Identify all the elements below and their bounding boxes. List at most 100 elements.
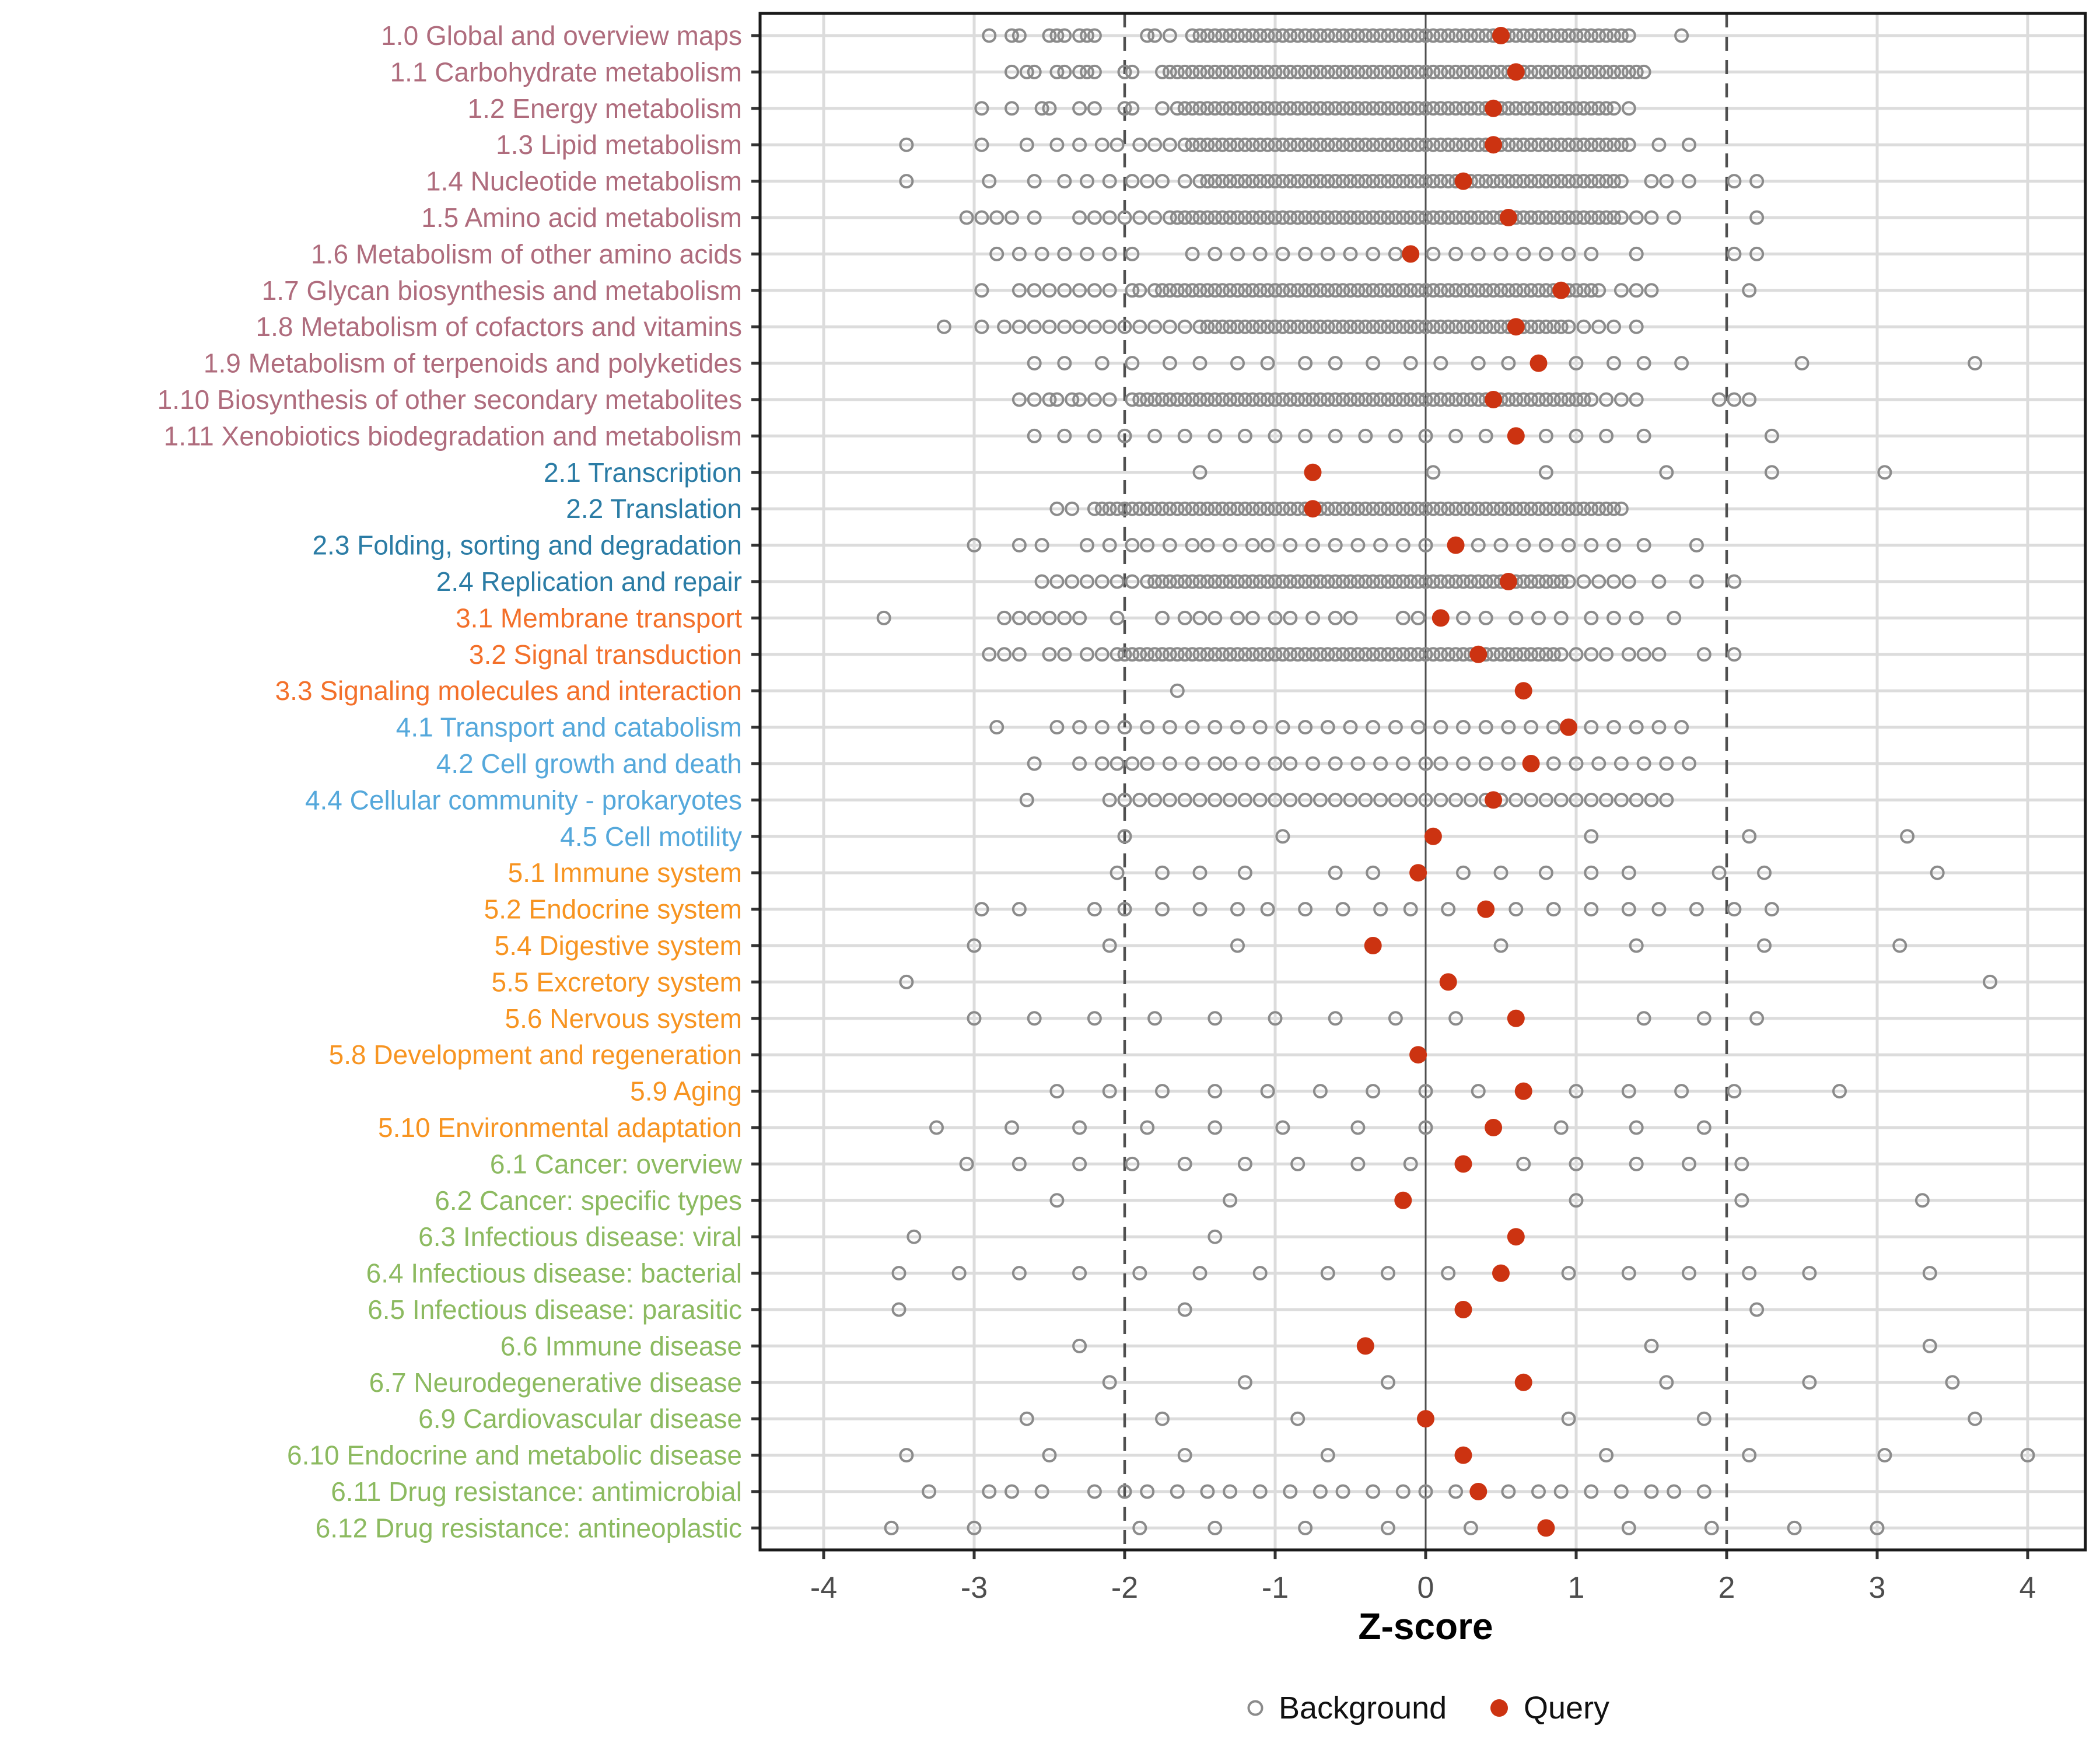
background-point [1252,137,1268,152]
background-point [1538,64,1553,79]
background-point [1057,246,1072,261]
background-point [1599,101,1614,116]
background-point [1223,283,1238,298]
background-point [1200,283,1215,298]
background-point [1501,283,1516,298]
background-point [1252,1484,1268,1499]
background-point [1629,1120,1644,1135]
background-point [1170,647,1185,662]
background-point [1471,64,1486,79]
background-point [1350,574,1366,589]
background-point [1132,1520,1147,1535]
background-point [1117,902,1132,917]
background-point [1102,938,1117,953]
background-point [1140,647,1155,662]
background-point [1493,538,1508,553]
background-point [967,1520,982,1535]
background-point [1508,647,1524,662]
background-point [1727,574,1742,589]
background-point [1448,64,1464,79]
background-point [1508,501,1524,516]
background-point [1049,1193,1065,1208]
background-point [1629,246,1644,261]
background-point [1034,574,1049,589]
background-point [1433,28,1448,43]
background-point [1057,610,1072,625]
background-point [1516,1156,1531,1171]
background-point [1877,1448,1892,1463]
background-point [1102,246,1117,261]
background-point [1155,392,1170,407]
background-point [1366,865,1381,880]
background-point [959,210,974,225]
background-point [1245,392,1260,407]
background-point [1260,28,1275,43]
background-point [1237,647,1252,662]
background-point [1448,137,1464,152]
background-point [1569,64,1584,79]
background-point [1162,720,1177,735]
background-point [1410,28,1426,43]
background-point [1553,137,1569,152]
background-point [1538,647,1553,662]
background-point [1576,101,1591,116]
background-point [1674,356,1689,371]
background-point [1742,829,1757,844]
background-point [1395,756,1410,771]
background-point [1606,538,1621,553]
background-point [1155,1411,1170,1426]
background-point [1320,210,1335,225]
background-point [1215,392,1230,407]
query-point [1409,1046,1427,1064]
background-point [1516,246,1531,261]
background-point [1192,101,1208,116]
background-point [1381,1520,1395,1535]
background-point [1546,756,1561,771]
background-point [1049,1084,1065,1099]
background-point [1260,1084,1275,1099]
background-point [1546,647,1561,662]
background-point [1463,574,1478,589]
background-point [1674,720,1689,735]
background-point [1358,392,1373,407]
background-point [1162,538,1177,553]
background-point [1328,610,1343,625]
background-point [1237,792,1252,807]
background-point [1569,137,1584,152]
background-point [1298,210,1313,225]
background-point [1366,64,1381,79]
background-point [1366,356,1381,371]
background-point [1237,1375,1252,1390]
background-point [1140,1484,1155,1499]
y-axis-label: 3.2 Signal transduction [469,639,742,670]
background-point [1395,538,1410,553]
background-point [1501,101,1516,116]
background-point [1298,720,1313,735]
background-point [1147,137,1163,152]
background-point [1312,174,1328,189]
y-axis-label: 4.2 Cell growth and death [436,748,742,779]
background-point [1388,28,1403,43]
background-point [1629,283,1644,298]
background-point [1403,174,1418,189]
background-point [982,1484,997,1499]
background-point [1381,101,1395,116]
query-point [1454,172,1472,190]
background-point [1177,574,1192,589]
background-point [1584,101,1599,116]
background-point [1252,501,1268,516]
background-point [1614,64,1629,79]
background-point [1328,1011,1343,1026]
background-point [1441,392,1456,407]
background-point [1027,392,1042,407]
background-point [1080,246,1094,261]
background-point [1456,865,1471,880]
background-point [1538,101,1553,116]
y-axis-label: 2.4 Replication and repair [436,566,742,597]
background-point [974,210,989,225]
background-point [1290,174,1306,189]
background-point [1591,101,1606,116]
background-point [1252,283,1268,298]
background-point [1208,1011,1223,1026]
background-point [1531,1484,1546,1499]
